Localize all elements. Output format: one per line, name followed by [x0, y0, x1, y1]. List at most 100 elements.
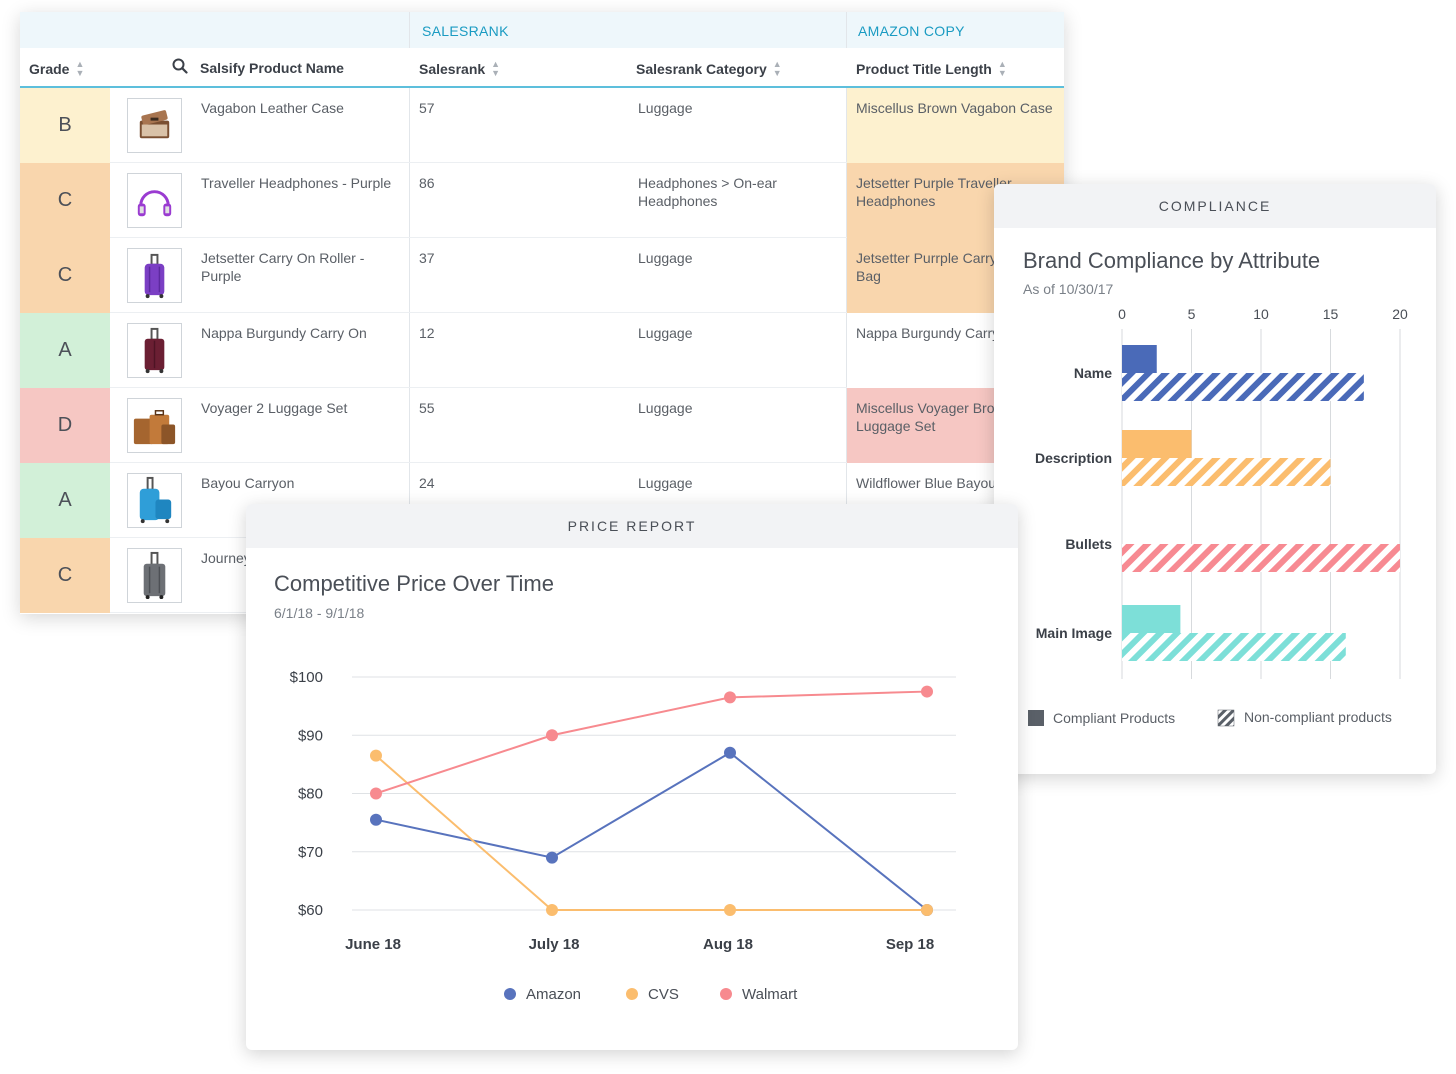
suitcase-open-icon [139, 110, 170, 139]
series-line [375, 690, 928, 795]
column-header-salesrank[interactable]: Salesrank ▲ ▼ [419, 59, 501, 78]
legend-dot [626, 988, 638, 1000]
column-group-row: SALESRANK AMAZON COPY [20, 12, 1064, 48]
y-tick-label: $60 [298, 902, 323, 919]
compliant-bar[interactable] [1122, 430, 1192, 458]
product-thumbnail[interactable] [127, 98, 182, 153]
amazon-copy-title: Jetsetter Purple Traveller Headphones [856, 175, 1012, 209]
price-report-subtitle: 6/1/18 - 9/1/18 [274, 605, 365, 621]
column-header-title-length[interactable]: Product Title Length ▲ ▼ [856, 59, 1007, 78]
product-name[interactable]: Traveller Headphones - Purple [201, 175, 392, 191]
compliant-bar[interactable] [1122, 605, 1181, 633]
x-tick-label: July 18 [529, 936, 580, 953]
noncompliant-bar[interactable] [1122, 633, 1346, 661]
x-tick-label: June 18 [345, 936, 401, 953]
column-header-product-name[interactable]: Salsify Product Name [200, 60, 344, 76]
table-row[interactable]: D Voyager 2 Luggage Set 55 Luggage Miscellus… [20, 388, 1064, 463]
product-name[interactable]: Voyager 2 Luggage Set [201, 400, 348, 416]
grade-cell: A [20, 463, 110, 538]
burgundy-roller-icon [144, 327, 165, 374]
legend-label: CVS [648, 986, 679, 1003]
product-thumbnail[interactable] [127, 473, 182, 528]
compliance-subtitle: As of 10/30/17 [1023, 281, 1114, 297]
series-line [375, 751, 928, 911]
noncompliant-bar[interactable] [1122, 544, 1400, 572]
y-tick-label: $80 [298, 786, 323, 803]
salesrank-category: Headphones > On-ear Headphones [638, 175, 777, 209]
grade-cell: C [20, 538, 110, 613]
column-header-grade[interactable]: Grade ▲ ▼ [29, 59, 85, 78]
price-report-header: PRICE REPORT [246, 504, 1018, 548]
noncompliant-bar[interactable] [1122, 458, 1331, 486]
legend-swatch-noncompliant [1217, 709, 1235, 727]
table-row[interactable]: C Traveller Headphones - Purple 86 Headphon… [20, 163, 1064, 238]
data-point[interactable] [546, 904, 558, 916]
grade-cell: A [20, 313, 110, 388]
noncompliant-bar[interactable] [1122, 373, 1364, 401]
headphones-icon [137, 190, 172, 217]
group-label-amazon-copy: AMAZON COPY [858, 23, 965, 39]
y-tick-label: $100 [290, 669, 323, 686]
grade-cell: C [20, 238, 110, 313]
product-thumbnail[interactable] [127, 323, 182, 378]
purple-roller-icon [144, 253, 165, 299]
blue-roller-icon [139, 476, 172, 524]
data-point[interactable] [370, 749, 382, 762]
data-point[interactable] [921, 904, 933, 916]
product-thumbnail[interactable] [127, 548, 182, 603]
product-name[interactable]: Jetsetter Carry On Roller - Purple [201, 250, 365, 284]
table-row[interactable]: B Vagabon Leather Case 57 Luggage Miscellus … [20, 88, 1064, 163]
salesrank-value: 57 [419, 100, 435, 116]
grade-cell: B [20, 88, 110, 163]
compliance-card: COMPLIANCE Brand Compliance by Attribute… [994, 184, 1436, 774]
salesrank-category: Luggage [638, 475, 693, 491]
category-label: Bullets [1065, 536, 1112, 552]
legend-label: Walmart [742, 986, 798, 1003]
sort-icon[interactable]: ▲ ▼ [772, 59, 782, 78]
salesrank-category: Luggage [638, 400, 693, 416]
legend-compliant: Compliant Products [1053, 710, 1175, 726]
table-row[interactable]: A Nappa Burgundy Carry On 12 Luggage Nappa B… [20, 313, 1064, 388]
data-point[interactable] [546, 851, 558, 864]
grade-cell: C [20, 163, 110, 238]
product-name[interactable]: Bayou Carryon [201, 475, 295, 491]
x-tick-label: 10 [1253, 306, 1269, 322]
salesrank-value: 86 [419, 175, 435, 191]
product-thumbnail[interactable] [127, 248, 182, 303]
data-point[interactable] [724, 691, 736, 704]
category-label: Description [1035, 450, 1112, 466]
search-icon[interactable] [172, 58, 188, 74]
salesrank-value: 37 [419, 250, 435, 266]
sort-icon[interactable]: ▲ ▼ [997, 59, 1007, 78]
grey-roller-icon [143, 551, 166, 600]
x-tick-label: 20 [1392, 306, 1408, 322]
y-tick-label: $90 [298, 727, 323, 744]
product-name[interactable]: Vagabon Leather Case [201, 100, 344, 116]
compliance-header: COMPLIANCE [994, 184, 1436, 228]
data-point[interactable] [370, 787, 382, 800]
compliance-title: Brand Compliance by Attribute [1023, 248, 1321, 273]
x-tick-label: 0 [1118, 306, 1126, 322]
salesrank-value: 24 [419, 475, 435, 491]
salesrank-value: 12 [419, 325, 435, 341]
product-thumbnail[interactable] [127, 398, 182, 453]
sort-icon[interactable]: ▲ ▼ [491, 59, 501, 78]
group-label-salesrank: SALESRANK [422, 23, 509, 39]
series-line [375, 754, 927, 911]
luggage-set-icon [133, 410, 176, 445]
table-row[interactable]: C Jetsetter Carry On Roller - Purple 37 Lug… [20, 238, 1064, 313]
sort-icon[interactable]: ▲ ▼ [75, 59, 85, 78]
data-point[interactable] [921, 685, 933, 698]
category-label: Main Image [1036, 625, 1112, 641]
data-point[interactable] [724, 904, 736, 916]
salesrank-category: Luggage [638, 325, 693, 341]
compliant-bar[interactable] [1122, 345, 1157, 373]
data-point[interactable] [370, 813, 382, 826]
x-tick-label: Sep 18 [886, 936, 934, 953]
product-name[interactable]: Nappa Burgundy Carry On [201, 325, 367, 341]
column-header-salesrank-category[interactable]: Salesrank Category ▲ ▼ [636, 59, 782, 78]
product-thumbnail[interactable] [127, 173, 182, 228]
product-name[interactable]: Journey [201, 550, 251, 566]
data-point[interactable] [724, 746, 736, 759]
data-point[interactable] [546, 729, 558, 742]
